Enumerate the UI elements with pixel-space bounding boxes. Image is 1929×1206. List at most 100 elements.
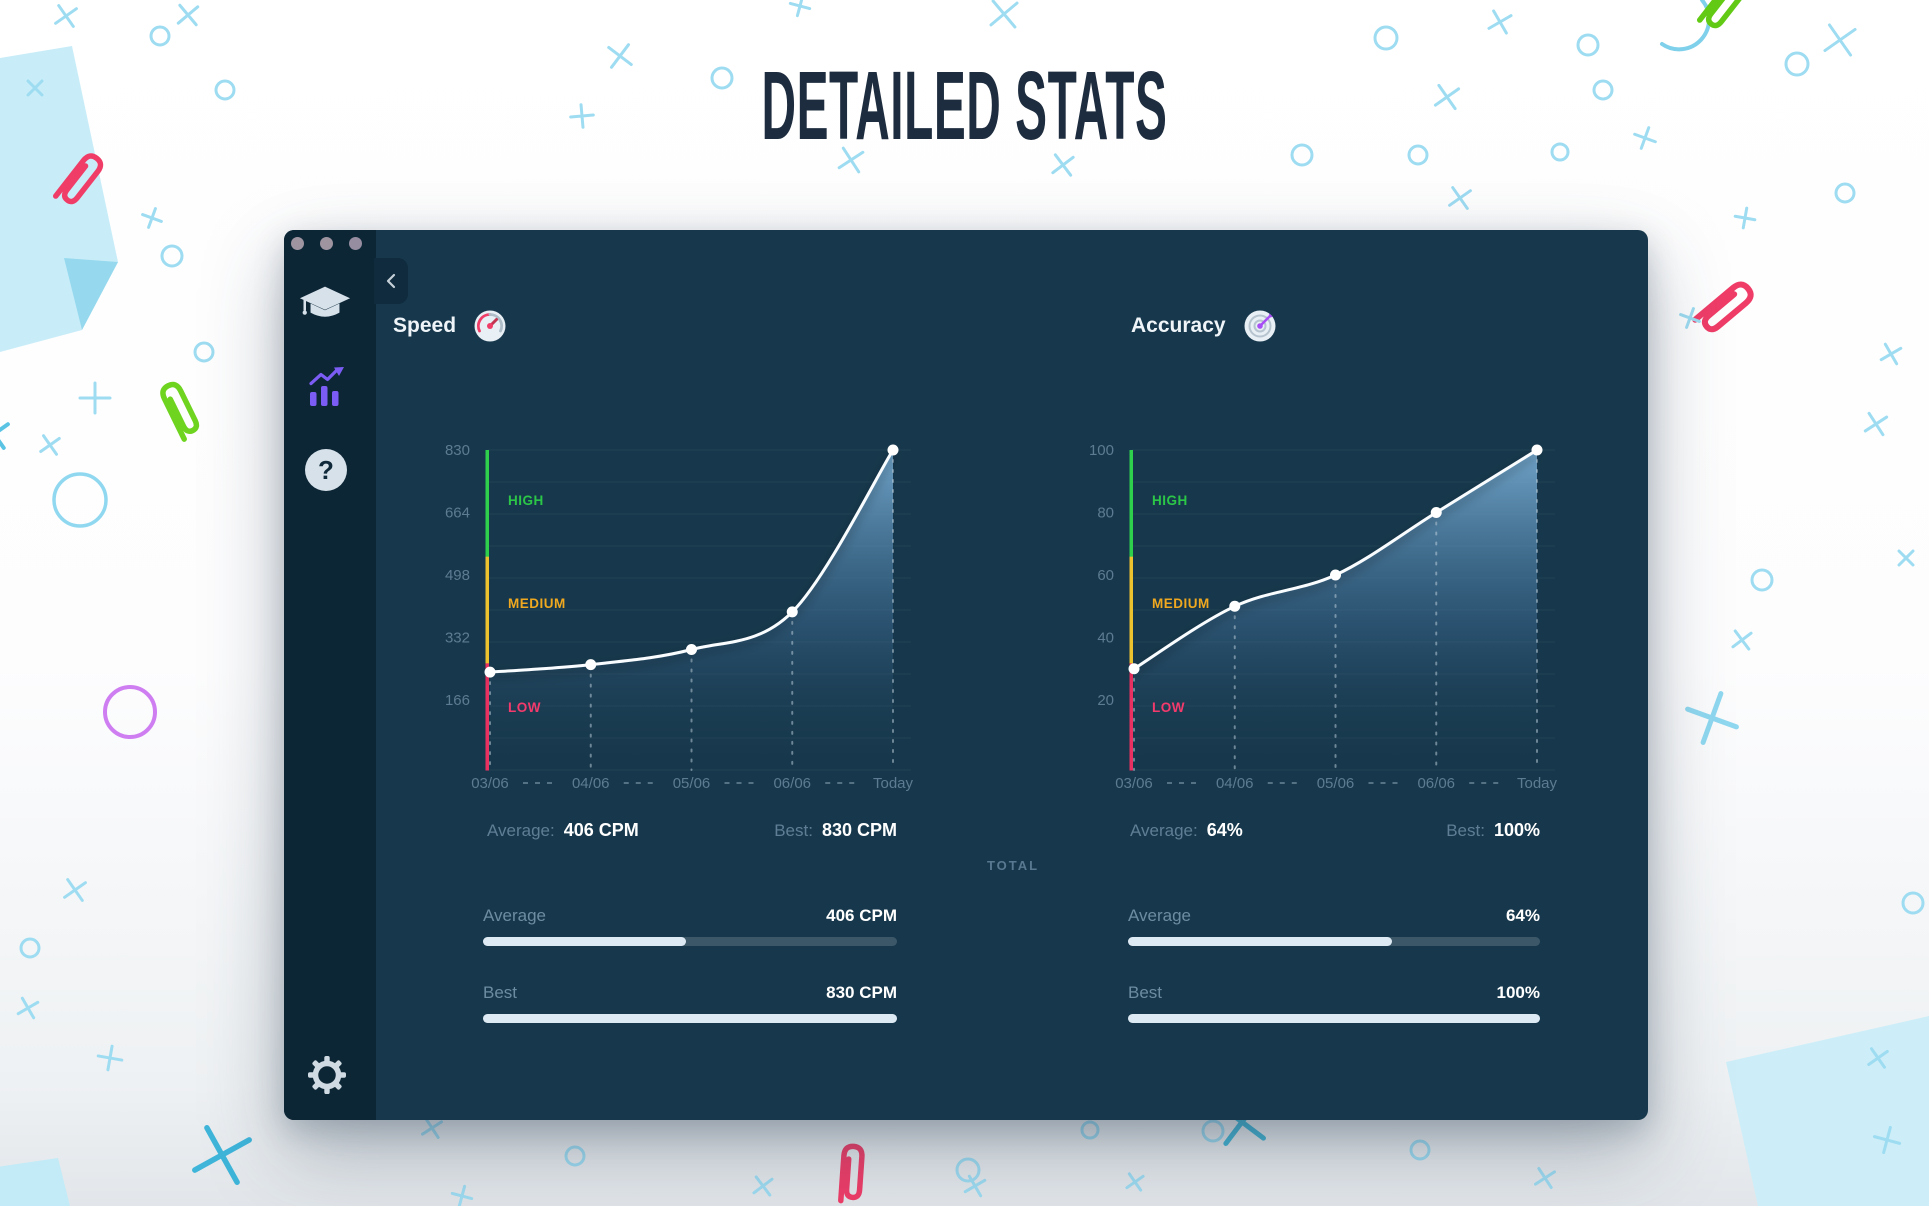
- best-label: Best:: [1446, 821, 1485, 840]
- progress-bar: [1128, 1014, 1540, 1023]
- speed-totals-column: Average 406 CPM Best 830 CPM: [483, 906, 897, 1023]
- speed-stats-row: Average: 406 CPM Best: 830 CPM: [487, 820, 897, 841]
- back-button[interactable]: [374, 258, 408, 304]
- accuracy-best-stat: Best: 100%: [1446, 820, 1540, 841]
- progress-fill: [483, 1014, 897, 1023]
- svg-text:Today: Today: [1517, 775, 1558, 792]
- app-window: ?: [284, 230, 1648, 1120]
- doodle-x-icon: [1863, 411, 1889, 437]
- doodle-x-icon: [1731, 629, 1753, 651]
- doodle-circle-icon: [564, 1145, 586, 1167]
- doodle-plus-icon: [96, 1044, 124, 1072]
- doodle-x-icon: [569, 103, 595, 129]
- doodle-circle-icon: [1409, 1139, 1431, 1161]
- progress-fill: [483, 937, 686, 946]
- best-value: 830 CPM: [821, 820, 897, 840]
- svg-text:332: 332: [445, 630, 470, 647]
- progress-fill: [1128, 937, 1392, 946]
- doodle-circle-icon: [160, 244, 184, 268]
- speedometer-icon: [474, 310, 506, 342]
- doodle-x-icon: [16, 996, 40, 1020]
- doodle-circle-icon: [19, 937, 41, 959]
- total-heading: TOTAL: [986, 858, 1040, 873]
- paperclip-icon: [1695, 281, 1754, 335]
- doodle-x-icon: [26, 79, 44, 97]
- svg-text:20: 20: [1097, 692, 1114, 709]
- doodle-plus-icon: [788, 0, 812, 18]
- page-title: DETAILED STATS: [761, 51, 1168, 161]
- svg-text:03/06: 03/06: [471, 775, 509, 792]
- doodle-plus-icon: [450, 1184, 474, 1206]
- speed-best-stat: Best: 830 CPM: [774, 820, 897, 841]
- svg-text:LOW: LOW: [508, 700, 541, 715]
- total-row: Average 64%: [1128, 906, 1540, 946]
- settings-button[interactable]: [305, 1053, 349, 1102]
- progress-bar: [483, 937, 897, 946]
- doodle-x-icon: [54, 4, 78, 28]
- doodle-x-icon: [1534, 1167, 1556, 1189]
- total-row-label: Average: [1128, 906, 1192, 925]
- accuracy-average-stat: Average: 64%: [1130, 820, 1243, 841]
- sidebar-item-stats[interactable]: [308, 367, 346, 412]
- svg-text:Today: Today: [873, 775, 914, 792]
- doodle-x-icon: [421, 1117, 443, 1139]
- arc-doodle: [1660, 0, 1711, 52]
- window-controls: [291, 237, 362, 250]
- svg-text:166: 166: [445, 692, 470, 709]
- doodle-circle-icon: [52, 472, 108, 528]
- window-zoom-button[interactable]: [349, 237, 362, 250]
- svg-text:498: 498: [445, 567, 470, 584]
- doodle-x-icon: [192, 1125, 252, 1185]
- doodle-plus-icon: [1733, 206, 1757, 230]
- window-close-button[interactable]: [291, 237, 304, 250]
- total-row: Average 406 CPM: [483, 906, 897, 946]
- svg-text:830: 830: [445, 442, 470, 459]
- paperclip-icon: [841, 1146, 863, 1202]
- accuracy-title: Accuracy: [1131, 314, 1226, 337]
- doodle-circle-icon: [103, 685, 157, 739]
- average-value: 64%: [1206, 820, 1243, 840]
- question-mark-icon: ?: [318, 455, 334, 485]
- average-value: 406 CPM: [563, 820, 639, 840]
- total-row-value: 406 CPM: [826, 906, 897, 925]
- best-label: Best:: [774, 821, 813, 840]
- doodle-circle-icon: [1834, 182, 1856, 204]
- svg-text:06/06: 06/06: [773, 775, 811, 792]
- chevron-left-icon: [386, 273, 396, 289]
- doodle-circle-icon: [1290, 143, 1314, 167]
- total-row-value: 100%: [1496, 983, 1540, 1002]
- window-minimize-button[interactable]: [320, 237, 333, 250]
- accuracy-chart: 100 80 60 40 20 HIGH MEDIUM LOW 03/06 04/06 05/06 0…: [1089, 442, 1558, 792]
- svg-text:LOW: LOW: [1152, 700, 1185, 715]
- best-value: 100%: [1493, 820, 1540, 840]
- paper-sheet-fold: [64, 258, 118, 330]
- doodle-circle-icon: [1550, 142, 1570, 162]
- doodle-x-icon: [1125, 1172, 1145, 1192]
- svg-text:06/06: 06/06: [1417, 775, 1455, 792]
- svg-text:04/06: 04/06: [572, 775, 610, 792]
- doodle-circle-icon: [1784, 51, 1810, 77]
- speed-average-stat: Average: 406 CPM: [487, 820, 639, 841]
- svg-text:04/06: 04/06: [1216, 775, 1254, 792]
- doodle-circle-icon: [1592, 79, 1614, 101]
- sidebar-item-lessons[interactable]: [298, 284, 352, 329]
- doodle-plus-icon: [141, 207, 163, 229]
- doodle-x-icon: [1867, 1047, 1889, 1069]
- sidebar-item-help[interactable]: ?: [305, 449, 347, 491]
- svg-text:80: 80: [1097, 505, 1114, 522]
- doodle-circle-icon: [1080, 1120, 1100, 1140]
- total-row-value: 64%: [1505, 906, 1540, 925]
- svg-text:03/06: 03/06: [1115, 775, 1153, 792]
- accuracy-totals-column: Average 64% Best 100%: [1128, 906, 1540, 1023]
- doodle-circle-icon: [1576, 33, 1600, 57]
- svg-text:05/06: 05/06: [1317, 775, 1355, 792]
- total-row-label: Average: [483, 906, 547, 925]
- doodle-circle-icon: [193, 341, 215, 363]
- svg-text:05/06: 05/06: [673, 775, 711, 792]
- svg-text:HIGH: HIGH: [1152, 493, 1188, 508]
- doodle-circle-icon: [1901, 891, 1925, 915]
- doodle-x-icon: [1051, 153, 1075, 177]
- sidebar: ?: [284, 230, 376, 1120]
- doodle-plus-icon: [78, 381, 112, 415]
